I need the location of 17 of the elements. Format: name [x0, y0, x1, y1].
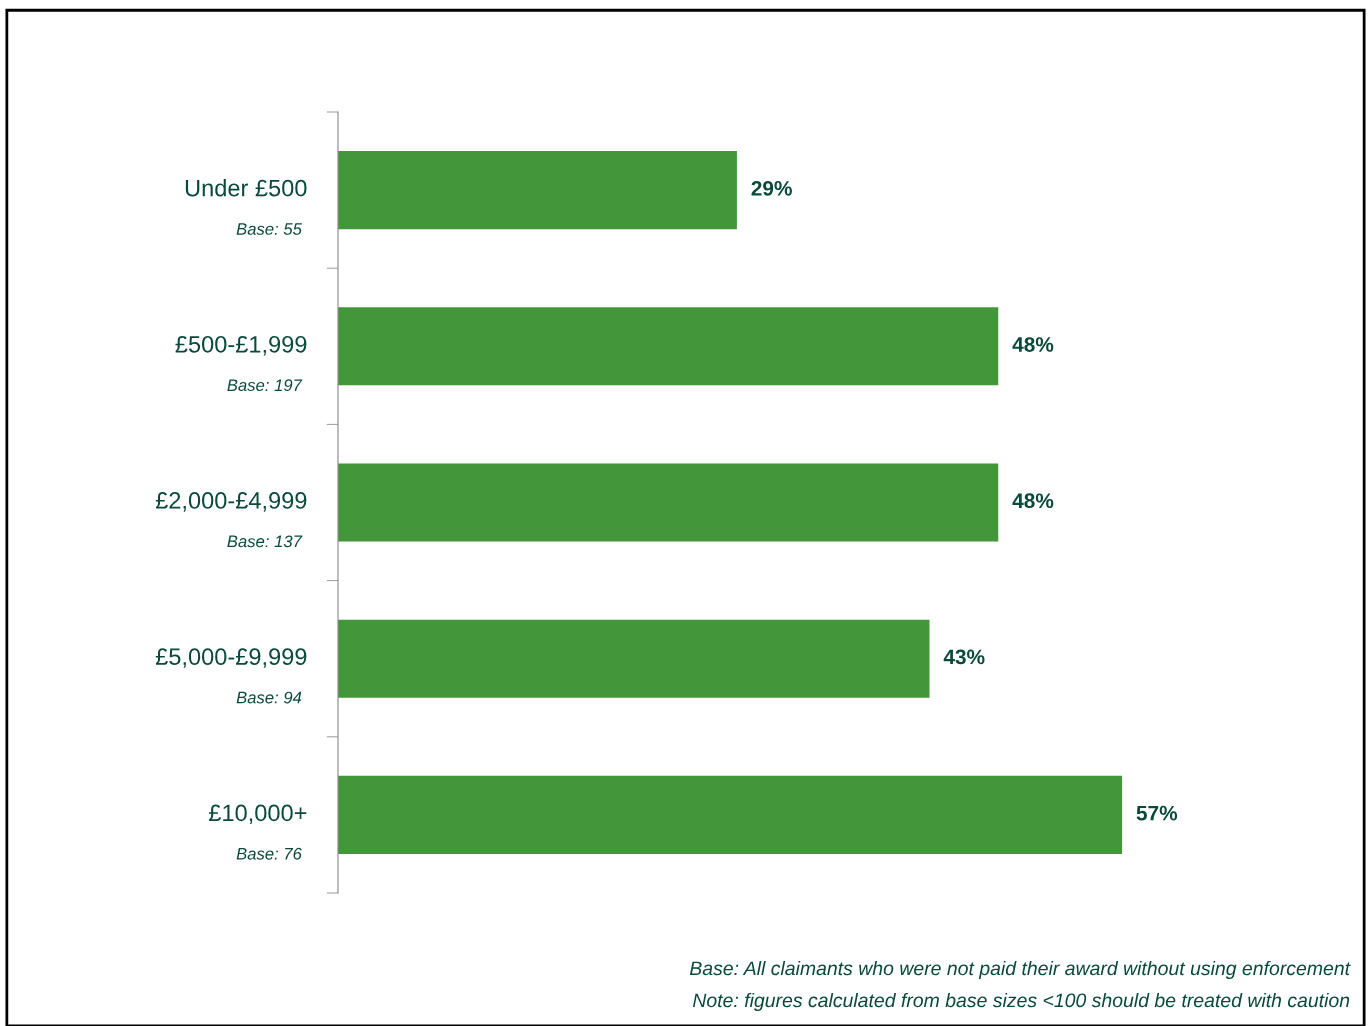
- y-tick-label: £5,000-£9,999 Base: 94: [155, 648, 307, 704]
- data-label: 48%: [1012, 337, 1054, 352]
- data-label: 57%: [1136, 805, 1178, 821]
- y-tick-label: £10,000+ Base: 76: [208, 804, 307, 860]
- y-tick-label: £2,000-£4,999 Base: 137: [155, 492, 307, 548]
- y-tick-label: £500-£1,999 Base: 197: [175, 335, 307, 392]
- y-tick-label: Under £500 Base: 55: [185, 179, 307, 235]
- text: Base: All claimants who were not paid their award without using enforcement: [689, 960, 1351, 980]
- bar: [338, 619, 930, 698]
- data-label: 43%: [943, 649, 985, 665]
- data-label: 48%: [1012, 493, 1054, 509]
- bar: [338, 151, 737, 230]
- data-label: 29%: [751, 180, 792, 196]
- bar: [338, 775, 1123, 854]
- text: Note: figures calculated from base sizes <100 should be treated with caution: [692, 992, 1350, 1012]
- bar: [338, 463, 999, 542]
- bar: [338, 307, 999, 386]
